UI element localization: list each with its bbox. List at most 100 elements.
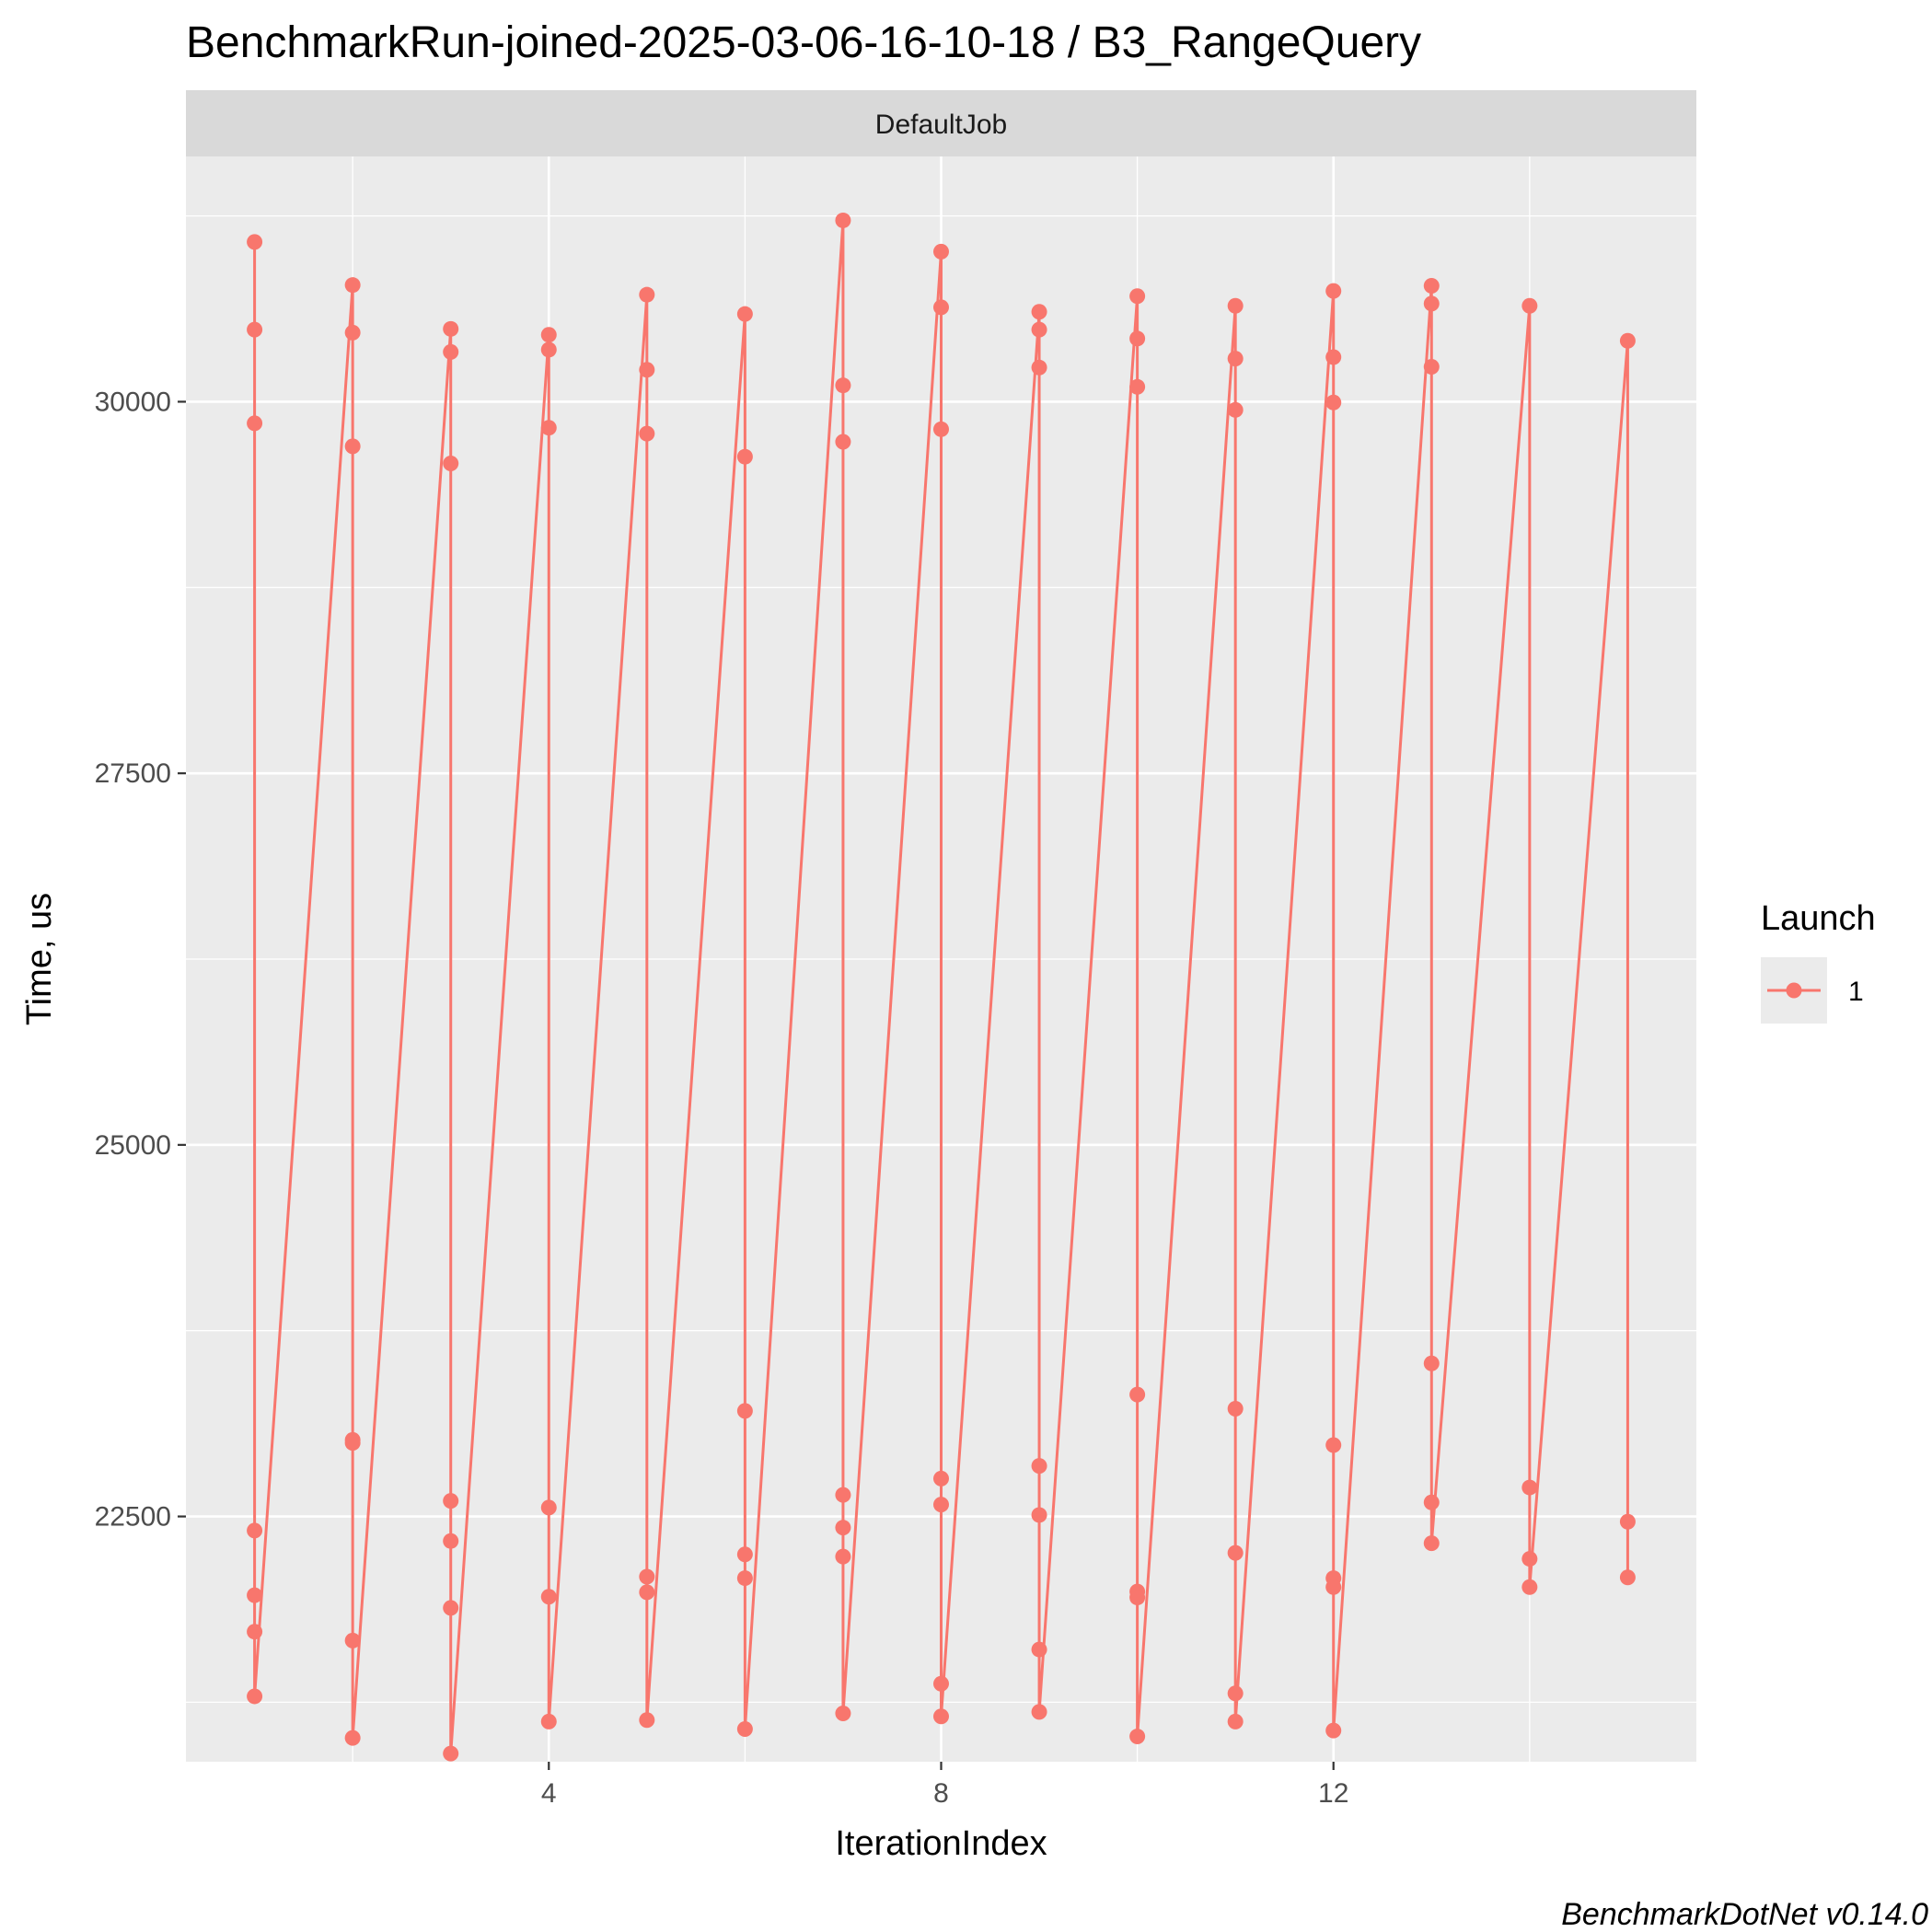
- data-point: [1423, 1494, 1440, 1510]
- x-axis: 4 8 12: [541, 1762, 1348, 1809]
- data-point: [540, 1589, 557, 1605]
- data-point: [639, 362, 655, 378]
- legend-label: 1: [1848, 977, 1864, 1007]
- data-point: [1129, 378, 1146, 395]
- data-point: [1325, 1722, 1342, 1739]
- data-point: [933, 299, 949, 316]
- y-axis: 22500 25000 27500 30000: [95, 387, 186, 1533]
- x-tick-label: 8: [933, 1778, 949, 1809]
- data-point: [933, 1675, 949, 1692]
- data-point: [933, 1708, 949, 1725]
- data-point: [247, 1587, 263, 1603]
- data-point: [344, 324, 361, 341]
- data-point: [1227, 1544, 1244, 1561]
- data-point: [1325, 394, 1342, 411]
- data-point: [1129, 1590, 1146, 1606]
- data-point: [933, 243, 949, 260]
- data-point: [344, 1632, 361, 1649]
- data-point: [736, 306, 753, 322]
- data-point: [1521, 1479, 1538, 1496]
- data-point: [1031, 321, 1047, 338]
- data-point: [639, 1568, 655, 1585]
- data-point: [933, 1470, 949, 1487]
- data-point: [1031, 1507, 1047, 1523]
- y-tick-label: 25000: [95, 1130, 171, 1161]
- x-tick-label: 12: [1318, 1778, 1348, 1809]
- data-point: [1325, 349, 1342, 365]
- x-tick-label: 4: [541, 1778, 557, 1809]
- data-point: [443, 320, 459, 337]
- data-point: [443, 1533, 459, 1549]
- data-point: [639, 1712, 655, 1729]
- data-point: [1423, 277, 1440, 294]
- data-point: [835, 1548, 851, 1565]
- data-point: [1129, 1729, 1146, 1745]
- data-point: [1227, 401, 1244, 418]
- data-point: [247, 1624, 263, 1640]
- data-point: [1423, 1355, 1440, 1371]
- series-line: [253, 218, 1629, 1755]
- data-point: [1325, 1579, 1342, 1595]
- data-point: [344, 438, 361, 455]
- data-point: [1619, 1513, 1636, 1530]
- data-point: [344, 277, 361, 294]
- series-layer: [247, 212, 1636, 1762]
- data-point: [344, 1435, 361, 1452]
- data-point: [443, 455, 459, 471]
- data-point: [540, 1713, 557, 1730]
- data-point: [1227, 1713, 1244, 1730]
- data-point: [247, 1688, 263, 1705]
- y-tick-label: 30000: [95, 387, 171, 417]
- data-point: [1325, 283, 1342, 299]
- data-point: [443, 1745, 459, 1762]
- data-point: [1129, 1386, 1146, 1403]
- caption: BenchmarkDotNet v0.14.0: [1561, 1897, 1928, 1932]
- facet-strip: [186, 90, 1696, 156]
- data-point: [835, 1706, 851, 1722]
- data-point: [736, 1546, 753, 1563]
- facet-strip-label: DefaultJob: [875, 110, 1007, 140]
- data-point: [1031, 304, 1047, 320]
- y-axis-title: Time, us: [20, 893, 59, 1025]
- data-point: [736, 1720, 753, 1737]
- data-point: [1619, 1569, 1636, 1586]
- data-point: [540, 1499, 557, 1516]
- data-point: [835, 434, 851, 450]
- data-point: [344, 1730, 361, 1746]
- data-point: [736, 1403, 753, 1419]
- data-point: [835, 1520, 851, 1536]
- data-point: [1423, 1535, 1440, 1552]
- legend-title: Launch: [1761, 899, 1876, 938]
- data-point: [443, 343, 459, 360]
- data-point: [247, 1522, 263, 1539]
- data-point: [247, 321, 263, 338]
- y-tick-label: 27500: [95, 758, 171, 789]
- data-point: [1521, 297, 1538, 314]
- data-point: [540, 327, 557, 343]
- data-point: [1227, 297, 1244, 314]
- legend: Launch 1: [1761, 899, 1876, 1024]
- data-point: [247, 415, 263, 432]
- data-point: [443, 1493, 459, 1510]
- data-point: [835, 212, 851, 228]
- data-point: [639, 425, 655, 442]
- data-point: [933, 1497, 949, 1513]
- data-point: [1521, 1551, 1538, 1568]
- data-point: [540, 420, 557, 436]
- data-point: [1423, 295, 1440, 312]
- data-point: [1129, 288, 1146, 305]
- x-axis-title: IterationIndex: [835, 1824, 1047, 1863]
- data-point: [1031, 1704, 1047, 1720]
- data-point: [1031, 1458, 1047, 1475]
- data-point: [835, 377, 851, 394]
- data-point: [1031, 1641, 1047, 1658]
- data-point: [1227, 351, 1244, 367]
- data-point: [736, 448, 753, 465]
- data-point: [1619, 332, 1636, 349]
- data-point: [835, 1487, 851, 1503]
- y-tick-label: 22500: [95, 1502, 171, 1533]
- data-point: [1031, 359, 1047, 376]
- chart-title: BenchmarkRun-joined-2025-03-06-16-10-18 …: [186, 18, 1421, 67]
- legend-key-point: [1786, 982, 1802, 999]
